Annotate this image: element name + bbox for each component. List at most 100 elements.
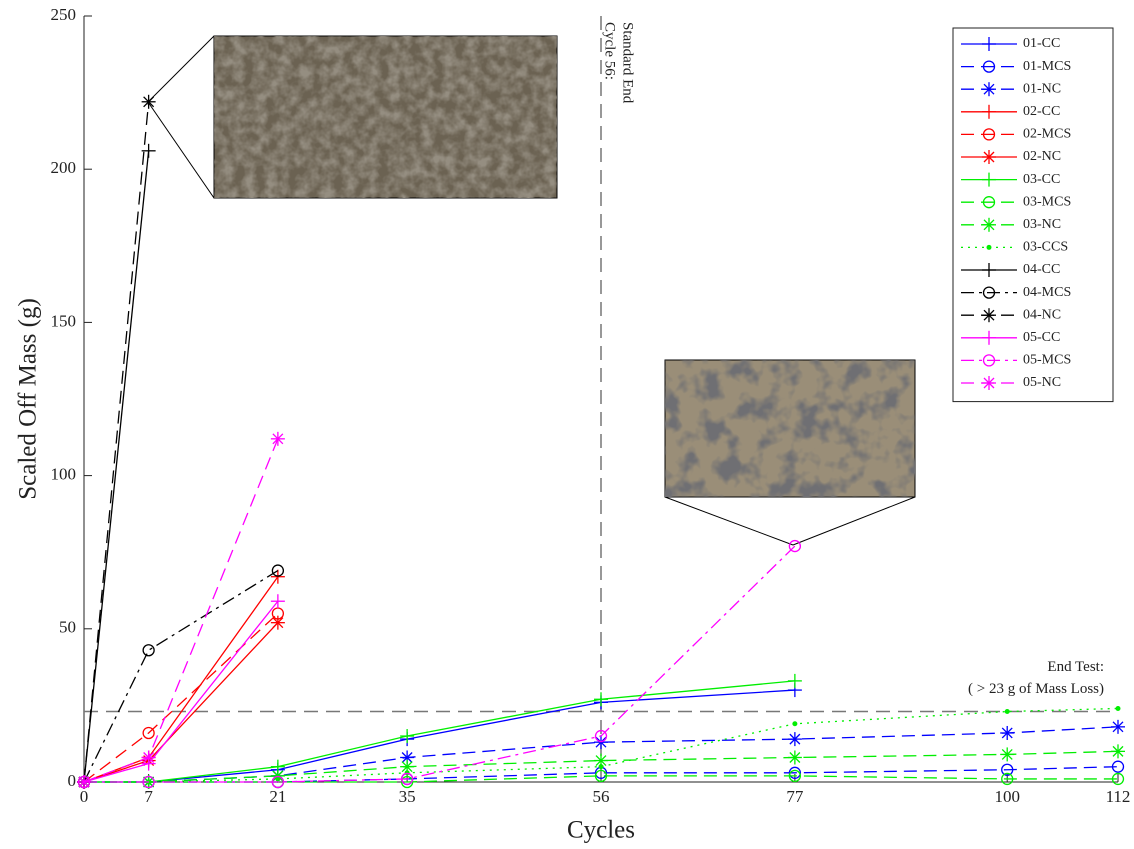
legend-label: 03-CC	[1023, 172, 1060, 187]
legend-label: 05-MCS	[1023, 353, 1071, 368]
legend-label: 01-CC	[1023, 36, 1060, 51]
series-line	[83, 613, 279, 783]
marker	[787, 732, 802, 747]
x-tick-label: 7	[144, 787, 153, 806]
marker-circle	[1001, 772, 1014, 786]
marker-circle	[1001, 763, 1014, 776]
marker-stroke	[143, 96, 155, 108]
marker	[598, 764, 604, 770]
legend-label: 05-NC	[1023, 375, 1061, 390]
series-line	[83, 576, 279, 783]
photo-texture	[665, 360, 915, 497]
callout-line	[147, 101, 215, 199]
marker	[982, 354, 996, 367]
legend-label: 05-CC	[1023, 330, 1060, 345]
marker-circle	[788, 539, 802, 553]
marker	[1111, 772, 1125, 786]
y-tick-label: 200	[51, 158, 77, 177]
marker	[1115, 705, 1121, 711]
marker	[142, 775, 155, 789]
marker-stroke	[78, 776, 90, 788]
series-line	[84, 680, 795, 783]
marker-stroke	[1112, 745, 1124, 757]
marker	[141, 750, 156, 765]
legend-label: 01-NC	[1023, 81, 1061, 96]
y-tick-label: 150	[51, 311, 77, 330]
marker	[1111, 719, 1125, 734]
marker-circle	[271, 775, 285, 789]
marker	[1000, 747, 1015, 762]
y-axis-title: Scaled Off Mass (g)	[15, 298, 42, 500]
marker	[982, 128, 996, 141]
marker	[275, 776, 281, 782]
y-tick-label: 250	[51, 5, 77, 24]
marker-circle	[1111, 772, 1125, 786]
marker	[594, 769, 608, 783]
legend-label: 02-NC	[1023, 149, 1061, 164]
marker	[400, 729, 415, 744]
marker-stroke	[789, 752, 801, 763]
marker-stroke	[272, 617, 284, 629]
marker	[1001, 763, 1014, 776]
legend: 01-CC 01-MCS 01-NC 02-CC 02-MCS 02-NC 03-CC 03-…	[952, 27, 1114, 403]
series-line	[83, 600, 279, 783]
marker-stroke	[272, 433, 284, 445]
x-tick-label: 0	[80, 787, 89, 806]
marker-circle	[982, 60, 996, 73]
x-tick-label: 100	[994, 787, 1020, 806]
marker	[982, 82, 996, 97]
legend-label: 03-NC	[1023, 217, 1061, 232]
y-tick-label: 0	[68, 771, 77, 790]
marker	[982, 37, 996, 51]
marker-dot	[598, 764, 604, 770]
marker-circle	[1111, 760, 1125, 773]
marker-stroke	[1112, 721, 1124, 733]
marker-circle	[788, 769, 802, 783]
marker-stroke	[983, 219, 995, 231]
series-line	[84, 689, 795, 783]
marker-stroke	[1001, 748, 1013, 760]
marker-dot	[792, 721, 798, 727]
legend-label: 04-MCS	[1023, 285, 1071, 300]
marker-circle	[982, 354, 996, 367]
photos	[147, 35, 916, 546]
marker	[788, 769, 802, 783]
marker-stroke	[143, 752, 155, 763]
marker	[271, 775, 285, 789]
annotation: ( > 23 g of Mass Loss)	[968, 681, 1104, 697]
marker	[1001, 772, 1014, 786]
annotation: Standard End	[620, 22, 636, 104]
marker-circle	[142, 644, 155, 657]
marker	[982, 217, 996, 232]
marker	[141, 143, 156, 158]
annotation: End Test:	[1047, 659, 1104, 675]
series-line	[84, 707, 1119, 783]
marker	[142, 644, 155, 657]
marker	[400, 775, 414, 789]
x-tick-label: 112	[1106, 787, 1131, 806]
marker-dot	[275, 776, 281, 782]
series-line	[83, 150, 150, 783]
marker	[270, 594, 285, 609]
marker	[792, 721, 798, 727]
marker	[594, 729, 608, 743]
series-line	[83, 438, 279, 783]
marker-circle	[594, 729, 608, 743]
marker	[142, 726, 155, 740]
annotation: Cycle 56:	[602, 22, 618, 80]
marker	[982, 308, 996, 323]
marker-circle	[142, 775, 155, 789]
marker-circle	[594, 769, 608, 783]
marker-dot	[986, 244, 992, 250]
marker	[594, 692, 608, 707]
marker	[271, 564, 285, 577]
marker	[788, 539, 802, 553]
marker	[400, 772, 414, 786]
legend-label: 01-MCS	[1023, 59, 1071, 74]
marker	[787, 750, 802, 765]
legend-label: 03-MCS	[1023, 194, 1071, 209]
marker-circle	[400, 775, 414, 789]
marker	[982, 60, 996, 73]
marker	[1004, 709, 1010, 715]
